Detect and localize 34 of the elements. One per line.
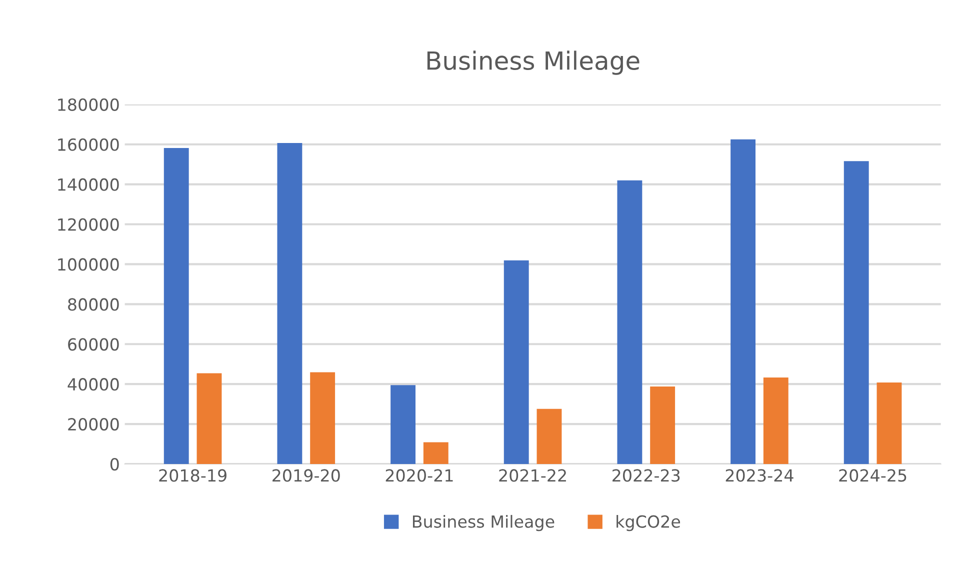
- bar: [617, 180, 642, 464]
- y-tick-label: 140000: [58, 178, 119, 191]
- bar: [310, 372, 336, 464]
- bar: [876, 382, 902, 464]
- chart-title: Business Mileage: [427, 50, 640, 75]
- bar: [277, 142, 302, 464]
- legend-label: kgCO2e: [616, 514, 680, 532]
- x-tick-label: 2024-25: [839, 469, 906, 482]
- bar: [536, 408, 562, 464]
- y-tick-label: 100000: [58, 258, 119, 271]
- y-tick-label: 20000: [68, 418, 119, 431]
- y-tick-label: 160000: [58, 138, 119, 151]
- x-tick-label: 2020-21: [386, 469, 453, 482]
- bar: [763, 377, 788, 464]
- y-tick-label: 60000: [68, 338, 119, 351]
- x-tick-label: 2023-24: [726, 469, 794, 482]
- y-tick-label: 0: [110, 458, 119, 471]
- bar: [730, 139, 756, 464]
- x-tick-label: 2021-22: [499, 469, 566, 482]
- bar: [164, 148, 189, 464]
- y-tick-label: 40000: [68, 378, 119, 391]
- x-tick-label: 2018-19: [159, 469, 226, 482]
- y-tick-label: 80000: [68, 298, 119, 311]
- x-tick-label: 2022-23: [612, 469, 680, 482]
- bar: [650, 386, 676, 464]
- bar: [390, 385, 416, 464]
- bar: [844, 161, 869, 464]
- bar: [423, 442, 448, 464]
- x-tick-label: 2019-20: [272, 469, 340, 482]
- bar: [504, 260, 529, 464]
- y-tick-label: 120000: [58, 218, 119, 231]
- legend-label: Business Mileage: [412, 514, 554, 532]
- y-tick-label: 180000: [58, 98, 119, 111]
- bar: [196, 373, 222, 464]
